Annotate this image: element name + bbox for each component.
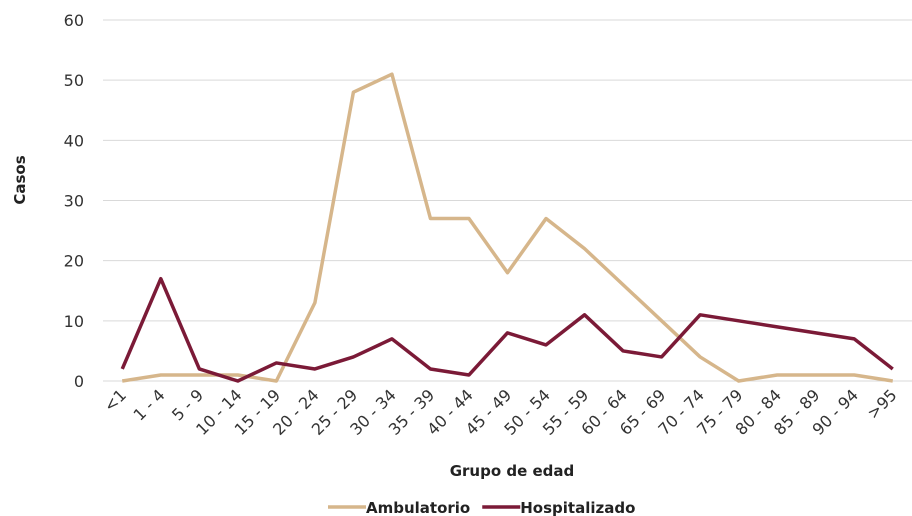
legend-label: Ambulatorio <box>366 499 470 516</box>
y-tick-label: 20 <box>64 252 84 271</box>
line-series <box>121 72 894 383</box>
x-tick-label: 1 - 4 <box>130 385 169 424</box>
y-tick-label: 10 <box>64 312 84 331</box>
y-tick-label: 50 <box>64 71 84 90</box>
y-tick-label: 30 <box>64 192 84 211</box>
legend-label: Hospitalizado <box>520 499 635 516</box>
x-axis-title: Grupo de edad <box>450 462 575 480</box>
x-tick-label: <1 <box>100 385 130 415</box>
y-axis-title: Casos <box>11 155 29 204</box>
y-tick-label: 60 <box>64 11 84 30</box>
y-tick-label: 40 <box>64 131 84 150</box>
line-series <box>120 276 894 383</box>
y-tick-label: 0 <box>74 372 84 391</box>
x-tick-label: >95 <box>863 385 900 422</box>
